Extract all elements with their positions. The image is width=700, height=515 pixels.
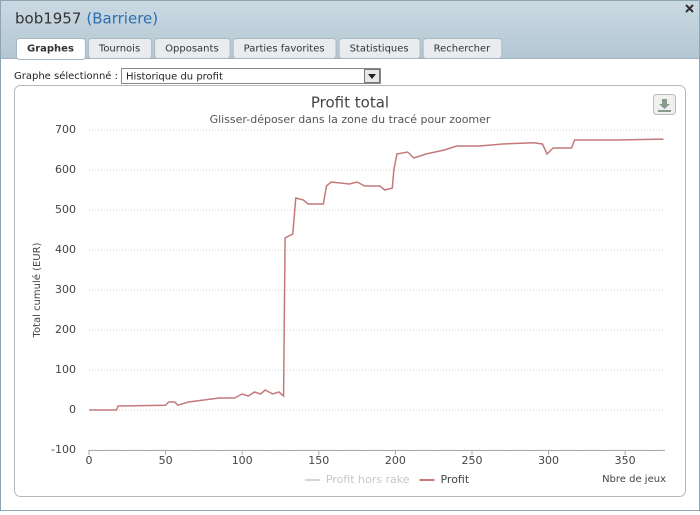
- x-tick-label: 350: [615, 454, 636, 467]
- x-tick-label: 150: [308, 454, 329, 467]
- x-tick-label: 250: [461, 454, 482, 467]
- dropdown-arrow-icon: [368, 74, 376, 79]
- y-tick-label: -100: [51, 443, 76, 456]
- tab[interactable]: Opposants: [154, 38, 231, 59]
- legend-item[interactable]: Profit: [419, 473, 470, 486]
- tab-label: Tournois: [98, 44, 140, 55]
- data-line: [89, 138, 664, 411]
- y-tick-label: 700: [55, 123, 76, 136]
- tab-background: [422, 38, 503, 59]
- tab-label: Graphes: [27, 44, 74, 55]
- y-tick-label: 600: [55, 163, 76, 176]
- legend-item[interactable]: Profit hors rake: [304, 473, 410, 486]
- tab-background: [87, 38, 153, 59]
- x-tick-label: 300: [538, 454, 559, 467]
- y-tick-label: 0: [69, 403, 76, 416]
- tab-background: [16, 38, 86, 60]
- y-axis-label: Total cumulé (EUR): [31, 242, 43, 338]
- tab-label: Rechercher: [434, 44, 492, 55]
- download-button[interactable]: [653, 94, 676, 115]
- tab[interactable]: Parties favorites: [232, 38, 337, 59]
- y-tick-label: 200: [55, 323, 76, 336]
- legend: Profit hors rake Profit: [304, 473, 470, 486]
- tab[interactable]: Rechercher: [422, 38, 503, 59]
- chart: Profit total Glisser-déposer dans la zon…: [31, 94, 666, 487]
- y-tick-label: 300: [55, 283, 76, 296]
- tab-background: [232, 38, 337, 59]
- selector-label: Graphe sélectionné :: [14, 70, 118, 82]
- tab-background: [338, 38, 421, 59]
- tab-label: Opposants: [165, 44, 219, 55]
- chart-subtitle: Glisser-déposer dans la zone du tracé po…: [210, 113, 491, 126]
- user-name: bob1957: [15, 10, 81, 28]
- y-tick-label: 500: [55, 203, 76, 216]
- tab[interactable]: Tournois: [87, 38, 153, 59]
- x-tick-label: 200: [385, 454, 406, 467]
- tab-label: Statistiques: [350, 44, 409, 55]
- selector-value: Historique du profit: [126, 72, 223, 83]
- x-tick-label: 100: [232, 454, 253, 467]
- tab[interactable]: Statistiques: [338, 38, 421, 59]
- x-tick-label: 0: [86, 454, 93, 467]
- site-link[interactable]: (Barriere): [86, 10, 158, 28]
- y-tick-label: 400: [55, 243, 76, 256]
- x-tick-label: 50: [159, 454, 173, 467]
- chart-panel: [14, 85, 686, 497]
- selector-dropdown[interactable]: [121, 68, 381, 84]
- legend-label: Profit hors rake: [326, 473, 410, 486]
- tab-bar: Graphes Tournois Opposants Parties favorite…: [16, 38, 503, 60]
- tab-background: [154, 38, 231, 59]
- chart-title: Profit total: [311, 94, 389, 112]
- tab[interactable]: Graphes: [16, 38, 86, 60]
- tab-label: Parties favorites: [244, 44, 325, 55]
- legend-label: Profit: [440, 473, 469, 486]
- close-button[interactable]: [685, 4, 694, 13]
- x-axis-label: Nbre de jeux: [602, 474, 666, 485]
- y-tick-label: 100: [55, 363, 76, 376]
